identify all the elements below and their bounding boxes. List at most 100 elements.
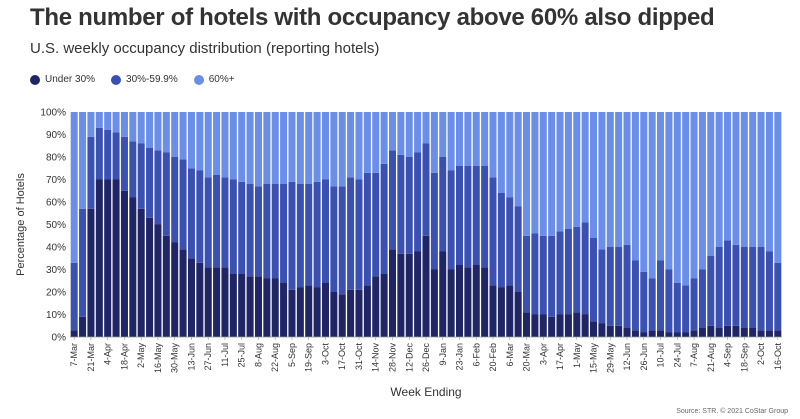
bar-segment-3-40 [397,112,405,155]
bar-segment-1-22 [246,276,254,337]
bar-segment-3-33 [338,112,346,187]
bar-segment-3-85 [774,112,782,263]
bar-segment-2-38 [380,163,388,274]
x-tick-label: 2-Oct [756,343,766,366]
chart-subtitle: U.S. weekly occupancy distribution (repo… [30,40,380,57]
bar-segment-1-20 [229,274,237,337]
bar-segment-2-41 [405,157,413,254]
bar-segment-1-35 [355,289,363,337]
x-tick-label: 19-Sep [304,343,314,372]
bar-segment-2-8 [129,141,137,198]
bar-segment-2-6 [112,132,120,180]
bar-segment-3-61 [573,112,581,227]
bar-segment-1-40 [397,253,405,337]
x-tick-label: 17-Oct [337,343,347,371]
bar-segment-3-59 [556,112,564,232]
bar-segment-3-73 [673,112,681,283]
bar-segment-3-80 [732,112,740,245]
bar-segment-3-10 [146,112,154,148]
bar-segment-2-68 [631,260,639,331]
bar-segment-3-76 [698,112,706,270]
bar-segment-1-3 [87,208,95,337]
bar-segment-2-65 [606,247,614,326]
bar-segment-2-37 [372,172,380,277]
bar-segment-2-75 [690,278,698,331]
bar-segment-1-26 [280,283,288,337]
bar-segment-1-44 [430,269,438,337]
bar-segment-1-75 [690,330,698,337]
x-tick-label: 26-Jun [639,343,649,371]
bar-segment-2-15 [187,168,195,259]
bar-segment-2-58 [548,235,556,317]
bar-segment-1-39 [388,249,397,337]
bar-segment-3-69 [640,112,648,272]
bar-segment-2-32 [330,186,338,292]
x-tick-label: 1-May [572,343,582,369]
bar-segment-2-3 [87,136,95,209]
x-tick-label: 28-Nov [387,343,397,373]
x-tick-label: 3-Apr [538,343,548,365]
bar-segment-2-77 [707,256,715,326]
bar-segment-3-75 [690,112,698,279]
bar-segment-2-2 [79,208,87,317]
bar-segment-1-29 [305,285,313,337]
y-tick-label: 10% [46,310,66,321]
x-tick-label: 15-May [589,343,599,374]
bar-segment-2-30 [313,181,321,288]
bar-segment-3-77 [707,112,715,256]
bar-segment-1-73 [673,332,681,337]
bar-segment-2-49 [472,166,480,265]
bar-segment-3-81 [740,112,748,247]
x-tick-label: 9-Jan [438,343,448,366]
bar-segment-1-27 [288,289,296,337]
bar-segment-1-83 [757,330,765,337]
x-tick-label: 5-Sep [287,343,297,367]
x-tick-label: 30-May [170,343,180,374]
x-tick-label: 20-Mar [522,343,532,372]
bar-segment-1-47 [455,265,464,337]
bar-segment-2-64 [598,249,606,324]
x-tick-label: 6-Feb [471,343,481,367]
bar-segment-2-55 [523,235,531,313]
bar-segment-1-25 [271,278,279,337]
x-tick-label: 29-May [605,343,615,374]
bar-segment-3-66 [615,112,623,247]
bar-segment-1-16 [196,262,204,337]
bar-segment-1-57 [539,314,547,337]
bar-segment-1-52 [497,287,505,337]
bar-segment-2-17 [204,177,212,268]
bar-segment-3-27 [288,112,296,182]
bar-segment-1-18 [213,267,221,337]
bar-segment-3-57 [539,112,547,236]
x-tick-label: 14-Nov [371,343,381,373]
bar-segment-3-29 [305,112,313,184]
bar-segment-2-70 [648,278,656,331]
bar-segment-3-36 [363,112,371,173]
legend-swatch-30-60 [111,74,122,85]
legend-item-60-plus: 60%+ [193,74,235,85]
bar-segment-2-25 [271,184,279,279]
bar-segment-3-23 [254,112,262,187]
bar-segment-3-4 [95,112,103,128]
bar-segment-3-70 [648,112,656,279]
bar-segment-3-1 [70,112,78,263]
bar-segment-2-9 [137,143,145,209]
bar-segment-2-28 [296,184,304,288]
legend-swatch-60-plus [193,74,204,85]
bar-segment-1-11 [154,224,162,337]
bar-segment-2-5 [104,130,112,180]
bar-segment-1-85 [774,330,782,337]
bar-segment-1-2 [79,316,87,337]
bar-segment-3-15 [187,112,195,169]
bar-segment-3-20 [229,112,237,180]
bar-segment-1-6 [112,179,120,337]
bar-segment-1-19 [221,267,229,337]
bar-segment-2-67 [623,244,631,328]
bar-segment-3-14 [179,112,187,160]
y-tick-label: 100% [40,108,66,119]
bar-segment-1-14 [179,249,187,337]
bar-segment-2-54 [514,206,522,292]
bar-segment-1-31 [321,283,329,337]
bar-segment-2-61 [573,226,581,313]
